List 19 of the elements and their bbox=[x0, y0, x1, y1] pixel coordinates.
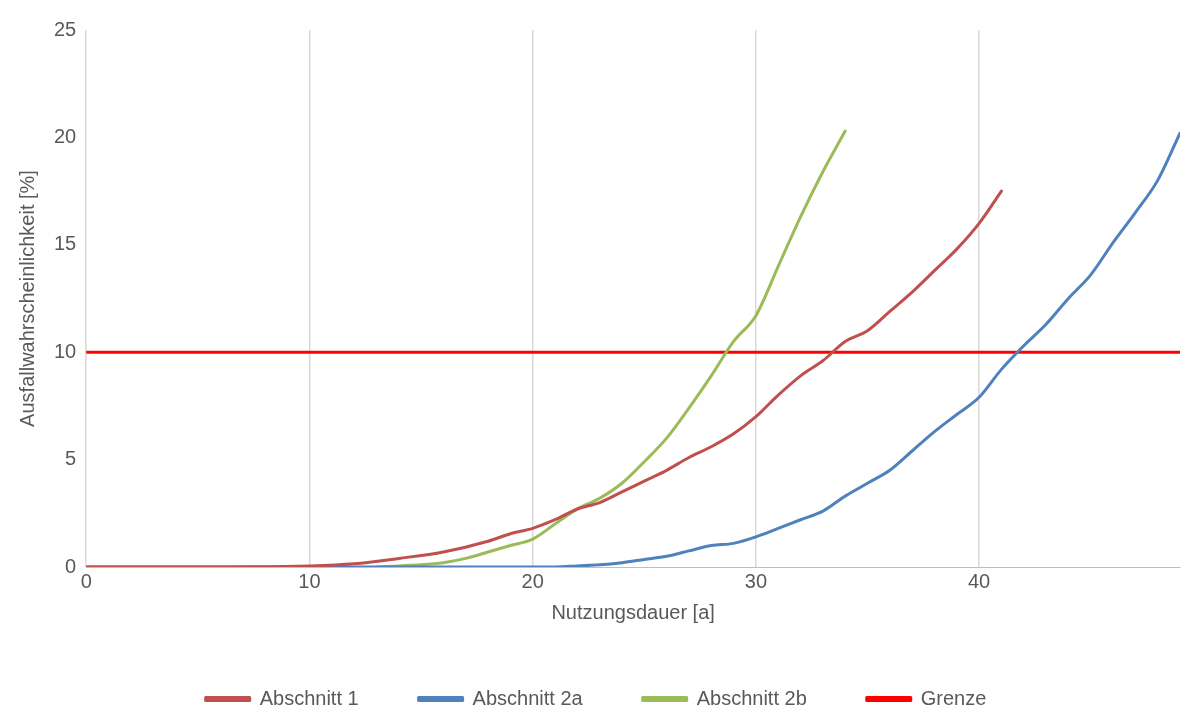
x-axis-title: Nutzungsdauer [a] bbox=[551, 600, 715, 623]
y-tick-label: 20 bbox=[54, 124, 77, 147]
legend-label: Abschnitt 2b bbox=[696, 686, 807, 709]
line-series bbox=[374, 129, 847, 567]
x-tick-label: 20 bbox=[521, 569, 544, 592]
legend-label: Abschnitt 2a bbox=[472, 686, 584, 709]
y-tick-label: 15 bbox=[54, 232, 77, 255]
legend-label: Abschnitt 1 bbox=[259, 686, 359, 709]
x-tick-label: 0 bbox=[80, 569, 92, 592]
line-series bbox=[86, 189, 1003, 567]
y-tick-label: 0 bbox=[65, 554, 77, 577]
x-tick-label: 40 bbox=[967, 569, 991, 592]
x-tick-label: 10 bbox=[298, 569, 321, 592]
y-tick-label: 5 bbox=[65, 447, 77, 470]
y-tick-label: 10 bbox=[54, 339, 77, 362]
y-axis-title: Ausfallwahrscheinlichkeit [%] bbox=[15, 170, 38, 427]
x-tick-label: 30 bbox=[744, 569, 768, 592]
y-tick-label: 25 bbox=[54, 17, 77, 40]
legend-label: Grenze bbox=[920, 686, 987, 709]
